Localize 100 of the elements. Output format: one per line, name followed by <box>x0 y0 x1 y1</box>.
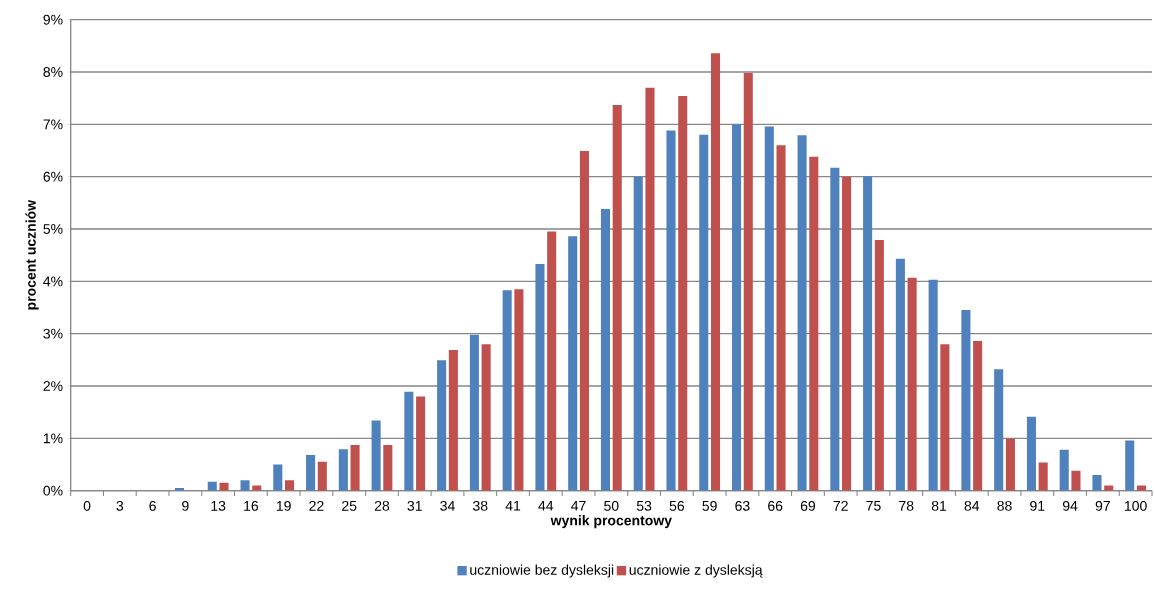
bar <box>514 289 524 491</box>
x-tick-label: 63 <box>735 500 750 511</box>
bar <box>317 461 327 491</box>
x-tick-label: 34 <box>440 500 455 511</box>
y-tick-label: 2% <box>43 381 63 391</box>
bar <box>940 344 950 491</box>
x-tick-label: 69 <box>800 500 816 511</box>
y-tick-label: 4% <box>43 276 63 287</box>
x-tick-label: 91 <box>1030 500 1045 511</box>
bar <box>764 126 774 491</box>
x-tick-label: 38 <box>473 500 488 511</box>
bar <box>863 176 873 491</box>
bar <box>1005 438 1015 491</box>
bar <box>437 360 447 491</box>
bar <box>306 455 316 491</box>
x-tick-label: 97 <box>1095 500 1110 511</box>
x-tick-label: 41 <box>505 500 521 511</box>
bar <box>678 96 688 491</box>
x-tick-label: 84 <box>964 500 980 511</box>
bar <box>338 449 348 491</box>
y-tick-label: 3% <box>43 328 63 339</box>
x-tick-label: 47 <box>571 500 586 511</box>
x-tick-label: 56 <box>669 500 685 511</box>
bar <box>273 464 283 491</box>
x-tick-label: 22 <box>309 500 324 511</box>
bar <box>371 420 381 491</box>
bar <box>710 53 721 491</box>
bar <box>809 156 819 491</box>
x-tick-label: 3 <box>116 500 124 511</box>
bar <box>502 290 512 491</box>
bar <box>568 236 578 491</box>
bar <box>743 73 753 491</box>
bar <box>240 480 250 491</box>
bar <box>732 124 742 491</box>
x-tick-label: 88 <box>997 500 1012 511</box>
bar <box>535 264 545 491</box>
bar <box>907 277 917 491</box>
bar <box>830 167 840 491</box>
y-axis-title: procent uczniów <box>25 199 39 310</box>
y-tick-label: 0% <box>43 485 63 496</box>
x-tick-label: 31 <box>407 500 422 511</box>
x-tick-label: 50 <box>604 500 619 511</box>
bar <box>645 87 655 491</box>
bar <box>928 279 938 491</box>
x-tick-label: 28 <box>374 500 390 511</box>
bar <box>1059 449 1069 491</box>
x-tick-label: 13 <box>211 500 226 511</box>
bar <box>1136 485 1147 491</box>
x-tick-label: 0 <box>83 500 91 511</box>
bar <box>469 334 479 491</box>
y-tick-label: 9% <box>43 14 63 25</box>
x-tick-label: 53 <box>636 500 652 511</box>
bar <box>1104 485 1114 491</box>
bar <box>404 391 414 491</box>
bar <box>547 231 557 491</box>
x-tick-label: 66 <box>768 500 783 511</box>
legend-label: uczniowie z dysleksją <box>629 564 763 578</box>
bar <box>699 134 709 491</box>
bar <box>776 145 786 491</box>
x-tick-label: 75 <box>866 500 881 511</box>
bar <box>961 310 971 491</box>
x-axis-title: wynik procentowy <box>550 515 672 529</box>
bar <box>252 485 262 491</box>
y-tick-label: 1% <box>43 433 63 444</box>
bar <box>219 482 229 491</box>
x-tick-label: 19 <box>276 500 291 511</box>
x-tick-label: 94 <box>1062 500 1078 511</box>
y-tick-label: 7% <box>43 119 63 130</box>
bar <box>797 135 807 491</box>
y-tick-label: 5% <box>43 224 63 234</box>
x-tick-label: 78 <box>899 500 914 511</box>
bar <box>874 239 884 491</box>
bar <box>350 445 360 491</box>
bar <box>994 369 1004 491</box>
bar <box>895 258 905 491</box>
x-tick-label: 9 <box>182 500 189 511</box>
bar <box>481 344 491 491</box>
x-tick-label: 59 <box>702 500 717 511</box>
bar <box>842 176 852 491</box>
y-tick-label: 6% <box>43 171 63 182</box>
bar <box>285 480 295 491</box>
bar <box>1092 474 1102 491</box>
x-tick-label: 100 <box>1125 500 1147 511</box>
bar <box>416 396 426 491</box>
bar <box>600 209 610 491</box>
x-tick-label: 72 <box>833 500 848 511</box>
x-tick-label: 6 <box>149 500 156 511</box>
bar <box>1125 440 1135 491</box>
x-tick-label: 81 <box>931 500 947 511</box>
bar <box>1026 416 1036 491</box>
legend-label: uczniowie bez dysleksji <box>470 564 614 578</box>
x-tick-label: 44 <box>538 500 554 511</box>
bar <box>612 104 622 491</box>
y-tick-label: 8% <box>43 67 63 77</box>
x-tick-label: 25 <box>342 500 357 511</box>
bar <box>973 340 983 491</box>
bar <box>579 151 589 491</box>
bar <box>1038 462 1048 491</box>
bar <box>666 130 676 491</box>
x-tick-label: 16 <box>244 500 259 511</box>
